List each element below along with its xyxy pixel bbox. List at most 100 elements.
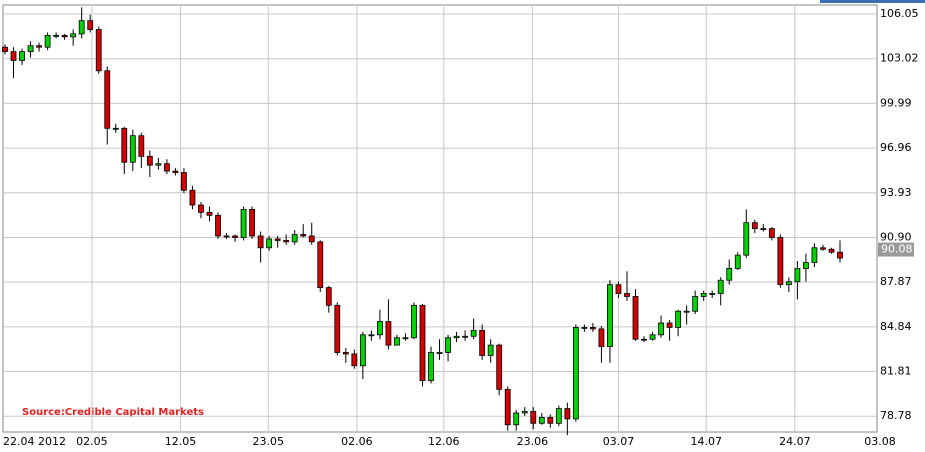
candle-body	[760, 228, 767, 231]
y-tick-label: 99.99	[880, 96, 912, 109]
candle-body	[138, 135, 145, 157]
candle-body	[496, 344, 503, 390]
candle-body	[632, 296, 639, 340]
candle-body	[811, 247, 818, 263]
candle-body	[394, 337, 400, 346]
candle-body	[692, 296, 699, 312]
candle-body	[198, 204, 204, 213]
candle-body	[189, 189, 196, 206]
candle-body	[462, 335, 469, 338]
candle-body	[78, 20, 85, 35]
x-tick-label: 14.07	[690, 435, 722, 448]
candle-body	[240, 209, 247, 238]
candle-body	[53, 34, 60, 37]
candle-body	[513, 412, 520, 426]
candle-body	[726, 268, 733, 281]
candle-body	[27, 45, 34, 53]
candle-body	[504, 388, 511, 426]
candle-body	[232, 235, 238, 238]
y-tick-label: 78.78	[880, 409, 912, 422]
candle-body	[777, 237, 784, 286]
candle-body	[641, 338, 647, 341]
candle-body	[61, 34, 68, 38]
x-tick-label: 03.07	[603, 435, 635, 448]
candle-body	[436, 352, 443, 354]
candle-body	[308, 235, 315, 243]
candle-body	[581, 327, 588, 329]
candle-body	[479, 329, 486, 356]
candle-body	[36, 45, 42, 48]
candle-body	[547, 416, 554, 424]
candle-body	[172, 170, 179, 173]
candle-body	[274, 238, 281, 241]
candle-body	[359, 334, 366, 367]
candle-body	[445, 337, 451, 353]
y-tick-label: 106.05	[880, 7, 919, 20]
last-price-label: 90.08	[881, 243, 913, 256]
candle-body	[743, 222, 750, 256]
candle-body	[2, 46, 8, 53]
candle-body	[572, 327, 579, 420]
y-tick-label: 90.90	[880, 230, 912, 243]
candle-body	[181, 172, 187, 191]
candle-body	[675, 310, 682, 328]
x-tick-label: 23.06	[517, 435, 549, 448]
candle-body	[419, 304, 426, 381]
candle-body	[19, 51, 25, 61]
candle-body	[598, 328, 605, 347]
candle-body	[121, 127, 128, 163]
candle-body	[87, 20, 94, 30]
candle-body	[751, 222, 758, 230]
candle-body	[487, 344, 494, 356]
candle-body	[129, 135, 136, 163]
candle-body	[683, 310, 690, 313]
candle-body	[215, 214, 221, 237]
candle-body	[521, 411, 528, 414]
candle-body	[368, 334, 375, 337]
y-tick-label: 84.84	[880, 320, 912, 333]
plot-frame	[2, 4, 878, 433]
candle-body	[266, 238, 273, 249]
candle-body	[530, 411, 537, 424]
candle-body	[325, 287, 332, 306]
candle-body	[768, 228, 775, 238]
candle-body	[206, 211, 213, 216]
x-tick-label: 12.05	[165, 435, 197, 448]
candle-body	[658, 322, 664, 336]
candle-body	[146, 155, 153, 166]
candle-body	[104, 70, 111, 129]
y-tick-label: 103.02	[880, 52, 919, 65]
candle-body	[317, 241, 324, 289]
candle-body	[649, 334, 656, 340]
candle-body	[351, 353, 358, 367]
x-tick-label: 02.05	[76, 435, 108, 448]
x-tick-label: 22.04 2012	[3, 435, 66, 448]
candle-body	[837, 251, 843, 259]
candle-body	[411, 304, 417, 339]
candle-body	[734, 254, 741, 269]
candle-body	[163, 163, 170, 172]
candle-body	[334, 304, 341, 353]
candle-body	[291, 234, 298, 243]
candle-body	[10, 51, 17, 61]
last-price-box	[878, 242, 914, 257]
candle-body	[70, 33, 77, 38]
y-tick-label: 87.87	[880, 275, 912, 288]
candle-body	[828, 248, 835, 253]
candle-body	[666, 322, 673, 328]
candle-body	[717, 279, 724, 294]
candle-body	[257, 235, 264, 249]
candle-body	[44, 34, 51, 48]
x-tick-label: 12.06	[428, 435, 460, 448]
candle-body	[385, 321, 392, 346]
candle-body	[402, 337, 409, 340]
candle-body	[428, 352, 434, 381]
candle-body	[803, 262, 809, 269]
x-tick-label: 24.07	[779, 435, 811, 448]
candle-body	[624, 293, 630, 297]
candle-body	[785, 281, 792, 286]
candle-body	[376, 321, 383, 336]
